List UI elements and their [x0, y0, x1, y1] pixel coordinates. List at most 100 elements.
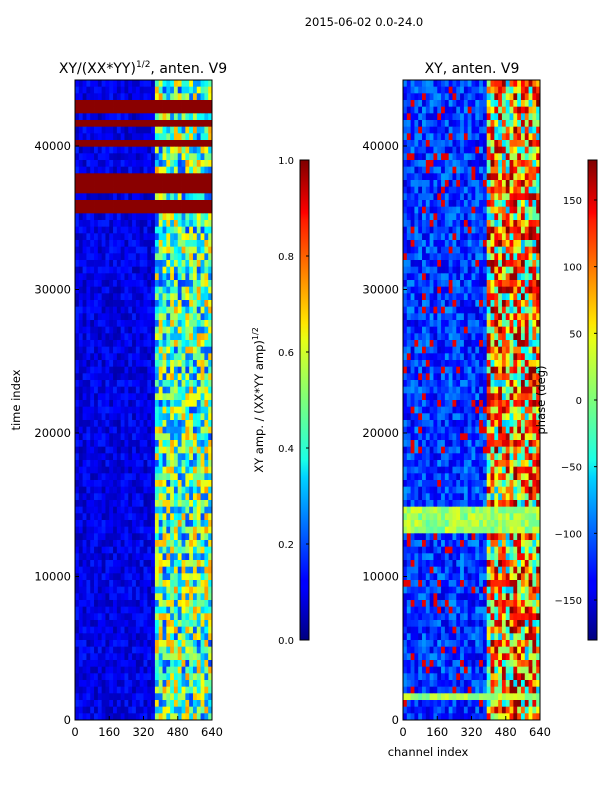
heat-cell [189, 86, 194, 94]
heat-cell [444, 346, 450, 354]
heat-cell [101, 213, 106, 221]
heat-cell [154, 80, 160, 88]
heat-cell [158, 113, 163, 121]
heat-cell [97, 133, 103, 141]
heat-cell [82, 213, 87, 221]
heat-cell [86, 260, 91, 268]
heat-cell [109, 500, 114, 508]
heat-cell [200, 506, 205, 514]
heat-cell [170, 613, 175, 621]
heat-cell [75, 113, 80, 121]
heat-cell [147, 633, 152, 641]
heat-cell [101, 693, 106, 701]
heat-cell [90, 380, 95, 388]
heat-cell [524, 320, 529, 328]
heat-cell [128, 580, 133, 588]
heat-cell [414, 213, 419, 221]
heat-cell [139, 393, 144, 401]
heat-cell [124, 460, 129, 468]
heat-cell [147, 340, 152, 348]
heat-cell [177, 380, 182, 388]
heat-cell [173, 346, 179, 354]
heat-cell [403, 313, 408, 321]
heat-cell [196, 233, 201, 241]
heat-cell [490, 253, 495, 261]
heat-cell [82, 440, 87, 448]
heat-cell [120, 320, 125, 328]
heat-cell [75, 206, 80, 214]
heat-cell [494, 100, 499, 108]
heat-cell [166, 546, 171, 554]
heat-cell [120, 693, 125, 701]
heat-cell [151, 340, 156, 348]
heat-cell [498, 340, 503, 348]
heat-cell [437, 133, 442, 141]
heat-cell [429, 266, 434, 274]
heat-cell [86, 233, 91, 241]
heat-cell [204, 633, 209, 641]
heat-cell [78, 500, 84, 508]
heat-cell [505, 246, 510, 254]
heat-cell [90, 580, 95, 588]
heat-cell [482, 146, 488, 154]
heat-cell [479, 326, 484, 334]
heat-cell [113, 320, 118, 328]
heat-cell [463, 173, 469, 181]
heat-cell [154, 280, 160, 288]
heat-cell [90, 326, 95, 334]
heat-cell [452, 266, 457, 274]
heat-cell [143, 706, 148, 714]
heat-cell [460, 166, 465, 174]
heat-cell [467, 293, 472, 301]
heat-cell [120, 286, 125, 294]
heat-cell [162, 106, 167, 114]
heat-cell [177, 300, 182, 308]
heat-cell [414, 200, 419, 208]
heat-cell [200, 560, 205, 568]
heat-cell [90, 646, 95, 654]
heat-cell [158, 640, 163, 648]
heat-cell [429, 113, 434, 121]
heat-cell [185, 266, 190, 274]
heat-cell [467, 160, 472, 168]
heat-cell [173, 100, 179, 108]
heat-cell [429, 180, 434, 188]
heat-cell [75, 473, 80, 481]
heat-cell [196, 220, 201, 228]
heat-cell [166, 226, 171, 234]
heat-cell [208, 486, 213, 494]
heat-cell [78, 120, 84, 128]
heat-cell [124, 513, 129, 521]
heat-cell [520, 293, 526, 301]
heat-cell [151, 313, 156, 321]
heat-cell [154, 233, 160, 241]
heat-cell [128, 380, 133, 388]
heat-cell [162, 340, 167, 348]
heat-cell [463, 333, 469, 341]
heat-cell [105, 113, 110, 121]
heat-cell [467, 206, 472, 214]
heat-cell [139, 86, 144, 94]
heat-cell [173, 260, 179, 268]
heat-cell [90, 140, 95, 148]
heat-cell [147, 660, 152, 668]
heat-cell [135, 213, 141, 221]
heat-cell [97, 520, 103, 528]
heat-cell [486, 220, 491, 228]
heat-cell [471, 160, 476, 168]
heat-cell [192, 380, 198, 388]
heat-cell [528, 126, 533, 134]
heat-cell [170, 160, 175, 168]
heat-cell [135, 313, 141, 321]
heat-cell [78, 453, 84, 461]
heat-cell [509, 300, 514, 308]
heat-cell [109, 546, 114, 554]
heat-cell [166, 386, 171, 394]
heat-cell [181, 586, 186, 594]
heat-cell [116, 306, 122, 314]
heat-cell [82, 233, 87, 241]
heat-cell [467, 233, 472, 241]
heat-cell [90, 333, 95, 341]
heat-cell [105, 660, 110, 668]
heat-cell [185, 260, 190, 268]
